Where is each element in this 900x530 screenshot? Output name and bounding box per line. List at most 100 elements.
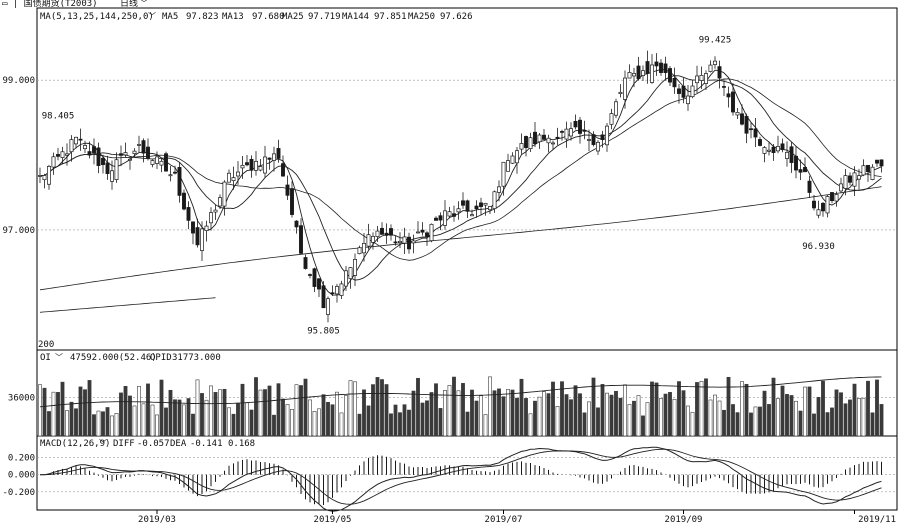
candle-body	[483, 202, 488, 206]
oi-bar	[483, 414, 488, 437]
oi-bar	[407, 409, 411, 437]
candle-body	[56, 154, 60, 157]
oi-bar	[497, 388, 501, 437]
candle-body	[470, 214, 474, 217]
oi-bar	[573, 385, 578, 437]
oi-bar	[780, 385, 785, 437]
oi-bar	[47, 411, 51, 437]
oi-bar	[470, 389, 474, 437]
candle-body	[713, 60, 717, 65]
oi-bar	[492, 390, 497, 437]
oi-bar	[717, 400, 722, 437]
candle-body	[38, 175, 42, 177]
oi-bar	[537, 396, 542, 437]
candle-body	[564, 128, 569, 140]
oi-bar	[672, 398, 677, 437]
oi-bar	[321, 394, 326, 437]
candle-body	[65, 153, 69, 156]
oi-bar	[681, 390, 686, 437]
x-tick-label: 2019/09	[665, 515, 703, 525]
candle-body	[353, 259, 357, 276]
candle-body	[209, 212, 213, 224]
oi-bar	[191, 413, 195, 437]
oi-bar	[380, 379, 384, 437]
oi-bar	[677, 381, 681, 437]
oi-bar	[564, 394, 569, 437]
candle-body	[618, 91, 623, 94]
price-indicator-label[interactable]: MA(5,13,25,144,250,0)	[40, 12, 154, 22]
axis-layer: 99.000 97.000 36000 0.200 0.000 -0.200 2019/03…	[2, 76, 896, 525]
oi-bar	[393, 404, 398, 437]
diff-line	[40, 446, 882, 512]
oi-bar	[168, 389, 173, 437]
candle-body	[339, 283, 344, 296]
chevron-down-icon[interactable]: ﹀	[55, 353, 63, 362]
oi-bar	[636, 395, 641, 437]
oi-bar	[875, 379, 879, 437]
candle-body	[308, 274, 312, 276]
oi-bar	[803, 386, 807, 437]
oi-bar	[555, 406, 560, 437]
oi-bar	[488, 376, 492, 437]
oi-bar	[92, 414, 96, 437]
candle-body	[465, 200, 470, 212]
oi-bar	[155, 414, 159, 437]
candle-body	[605, 125, 609, 146]
candle-body	[402, 236, 407, 244]
price-legend: MA(5,13,25,144,250,0) ﹀ MA5 97.823 MA13 …	[40, 12, 473, 22]
candle-body	[600, 134, 605, 141]
oi-bar	[348, 380, 353, 437]
oi-bar	[591, 377, 596, 437]
macd-indicator-label[interactable]: MACD(12,26,9)	[40, 439, 110, 449]
candle-body	[294, 220, 299, 228]
oi-line	[39, 376, 882, 408]
oi-indicator-label[interactable]: OI	[40, 353, 51, 363]
candle-body	[186, 207, 191, 221]
candle-body	[285, 184, 290, 196]
oi-bar	[515, 397, 519, 437]
chevron-down-icon[interactable]: ﹀	[148, 12, 156, 21]
candle-body	[312, 268, 317, 287]
oi-bar	[704, 378, 708, 437]
oi-bar	[753, 406, 758, 437]
candle-body	[74, 136, 78, 145]
candle-body	[870, 166, 875, 180]
candle-body	[744, 115, 749, 134]
chevron-down-icon[interactable]: ﹀	[140, 0, 148, 8]
oi-bar	[420, 402, 425, 437]
oi-bar	[200, 393, 204, 437]
oi-bar	[749, 412, 753, 437]
candle-body	[236, 171, 240, 177]
candle-body	[519, 143, 524, 150]
candle-body	[830, 192, 834, 202]
opid-value: 31773.000	[172, 353, 221, 363]
candle-body	[852, 172, 857, 187]
oi-bar	[744, 383, 749, 437]
candle-body	[812, 200, 816, 209]
oi-bar	[416, 377, 420, 437]
candle-body	[848, 175, 852, 183]
oi-bar	[587, 401, 591, 437]
oi-bar	[825, 412, 830, 437]
ma13-line	[40, 75, 882, 281]
candle-body	[542, 134, 546, 140]
candle-body	[677, 88, 681, 94]
oi-bar	[182, 404, 186, 437]
candle-body	[69, 139, 74, 153]
candle-body	[794, 155, 798, 171]
candle-body	[645, 61, 650, 74]
candle-body	[497, 186, 501, 193]
oi-bar	[740, 381, 744, 437]
oi-bar	[231, 413, 236, 437]
candle-body	[96, 147, 101, 166]
candle-body	[506, 160, 510, 172]
period-selector[interactable]: 日线	[120, 0, 138, 9]
candle-body	[753, 128, 758, 138]
oi-bar	[290, 409, 294, 437]
oi-bar	[506, 389, 510, 437]
chevron-down-icon[interactable]: ﹀	[99, 439, 107, 448]
ma5-name: MA5	[162, 12, 178, 22]
candle-body	[371, 236, 375, 243]
